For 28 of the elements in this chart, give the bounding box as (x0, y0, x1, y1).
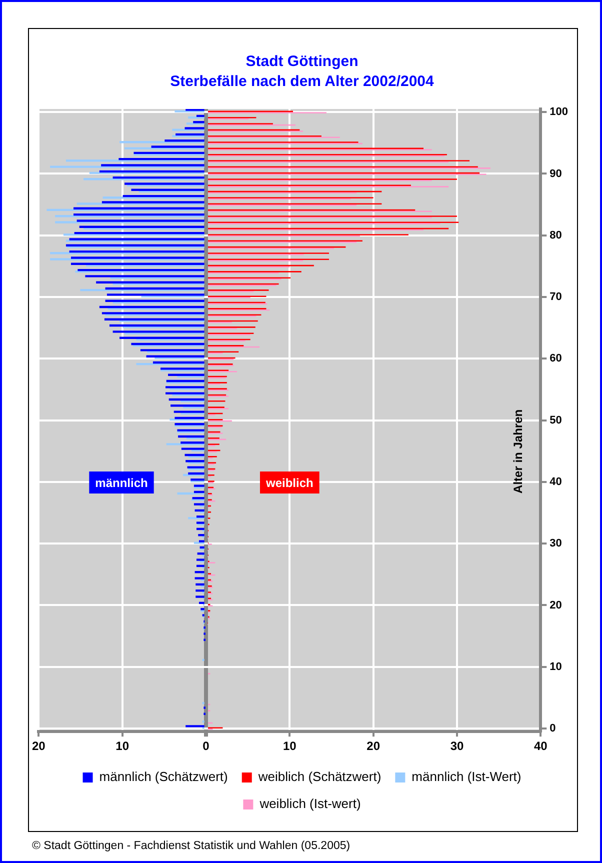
x-tick-label: 20 (32, 739, 46, 754)
x-tick-label: 20 (366, 739, 380, 754)
annotation: männlich (95, 476, 148, 490)
legend-label: weiblich (Ist-wert) (258, 796, 361, 812)
y-tick-label: 60 (550, 352, 562, 365)
x-tick-label: 40 (534, 739, 548, 754)
y-tick-label: 10 (550, 660, 562, 673)
chart-subtitle: Sterbefälle nach dem Alter 2002/2004 (170, 73, 435, 90)
y-tick-label: 50 (550, 414, 562, 426)
y-tick-label: 80 (550, 229, 562, 242)
x-tick-label: 30 (450, 739, 464, 754)
y-tick-label: 0 (550, 722, 556, 735)
y-tick-label: 70 (550, 291, 562, 304)
x-tick-label: 10 (116, 739, 130, 754)
y-tick-label: 20 (550, 599, 562, 612)
chart-title: Stadt Göttingen (246, 53, 358, 70)
legend-label: weiblich (Schätzwert) (257, 769, 382, 784)
x-tick-label: 0 (202, 739, 210, 754)
annotation: weiblich (264, 476, 314, 490)
y-tick-label: 90 (550, 168, 562, 180)
y-tick-label: 100 (550, 106, 568, 118)
y-tick-label: 30 (550, 538, 562, 550)
legend-label: männlich (Ist-Wert) (412, 769, 522, 784)
text: © Stadt Göttingen - Fachdienst Statistik und Wahlen (05.2005) (32, 840, 350, 852)
legend-label: männlich (Schätzwert) (99, 769, 228, 784)
x-tick-label: 10 (282, 739, 297, 754)
y-tick-label: 40 (550, 476, 562, 488)
y-axis-title: Alter in Jahren (510, 409, 525, 494)
